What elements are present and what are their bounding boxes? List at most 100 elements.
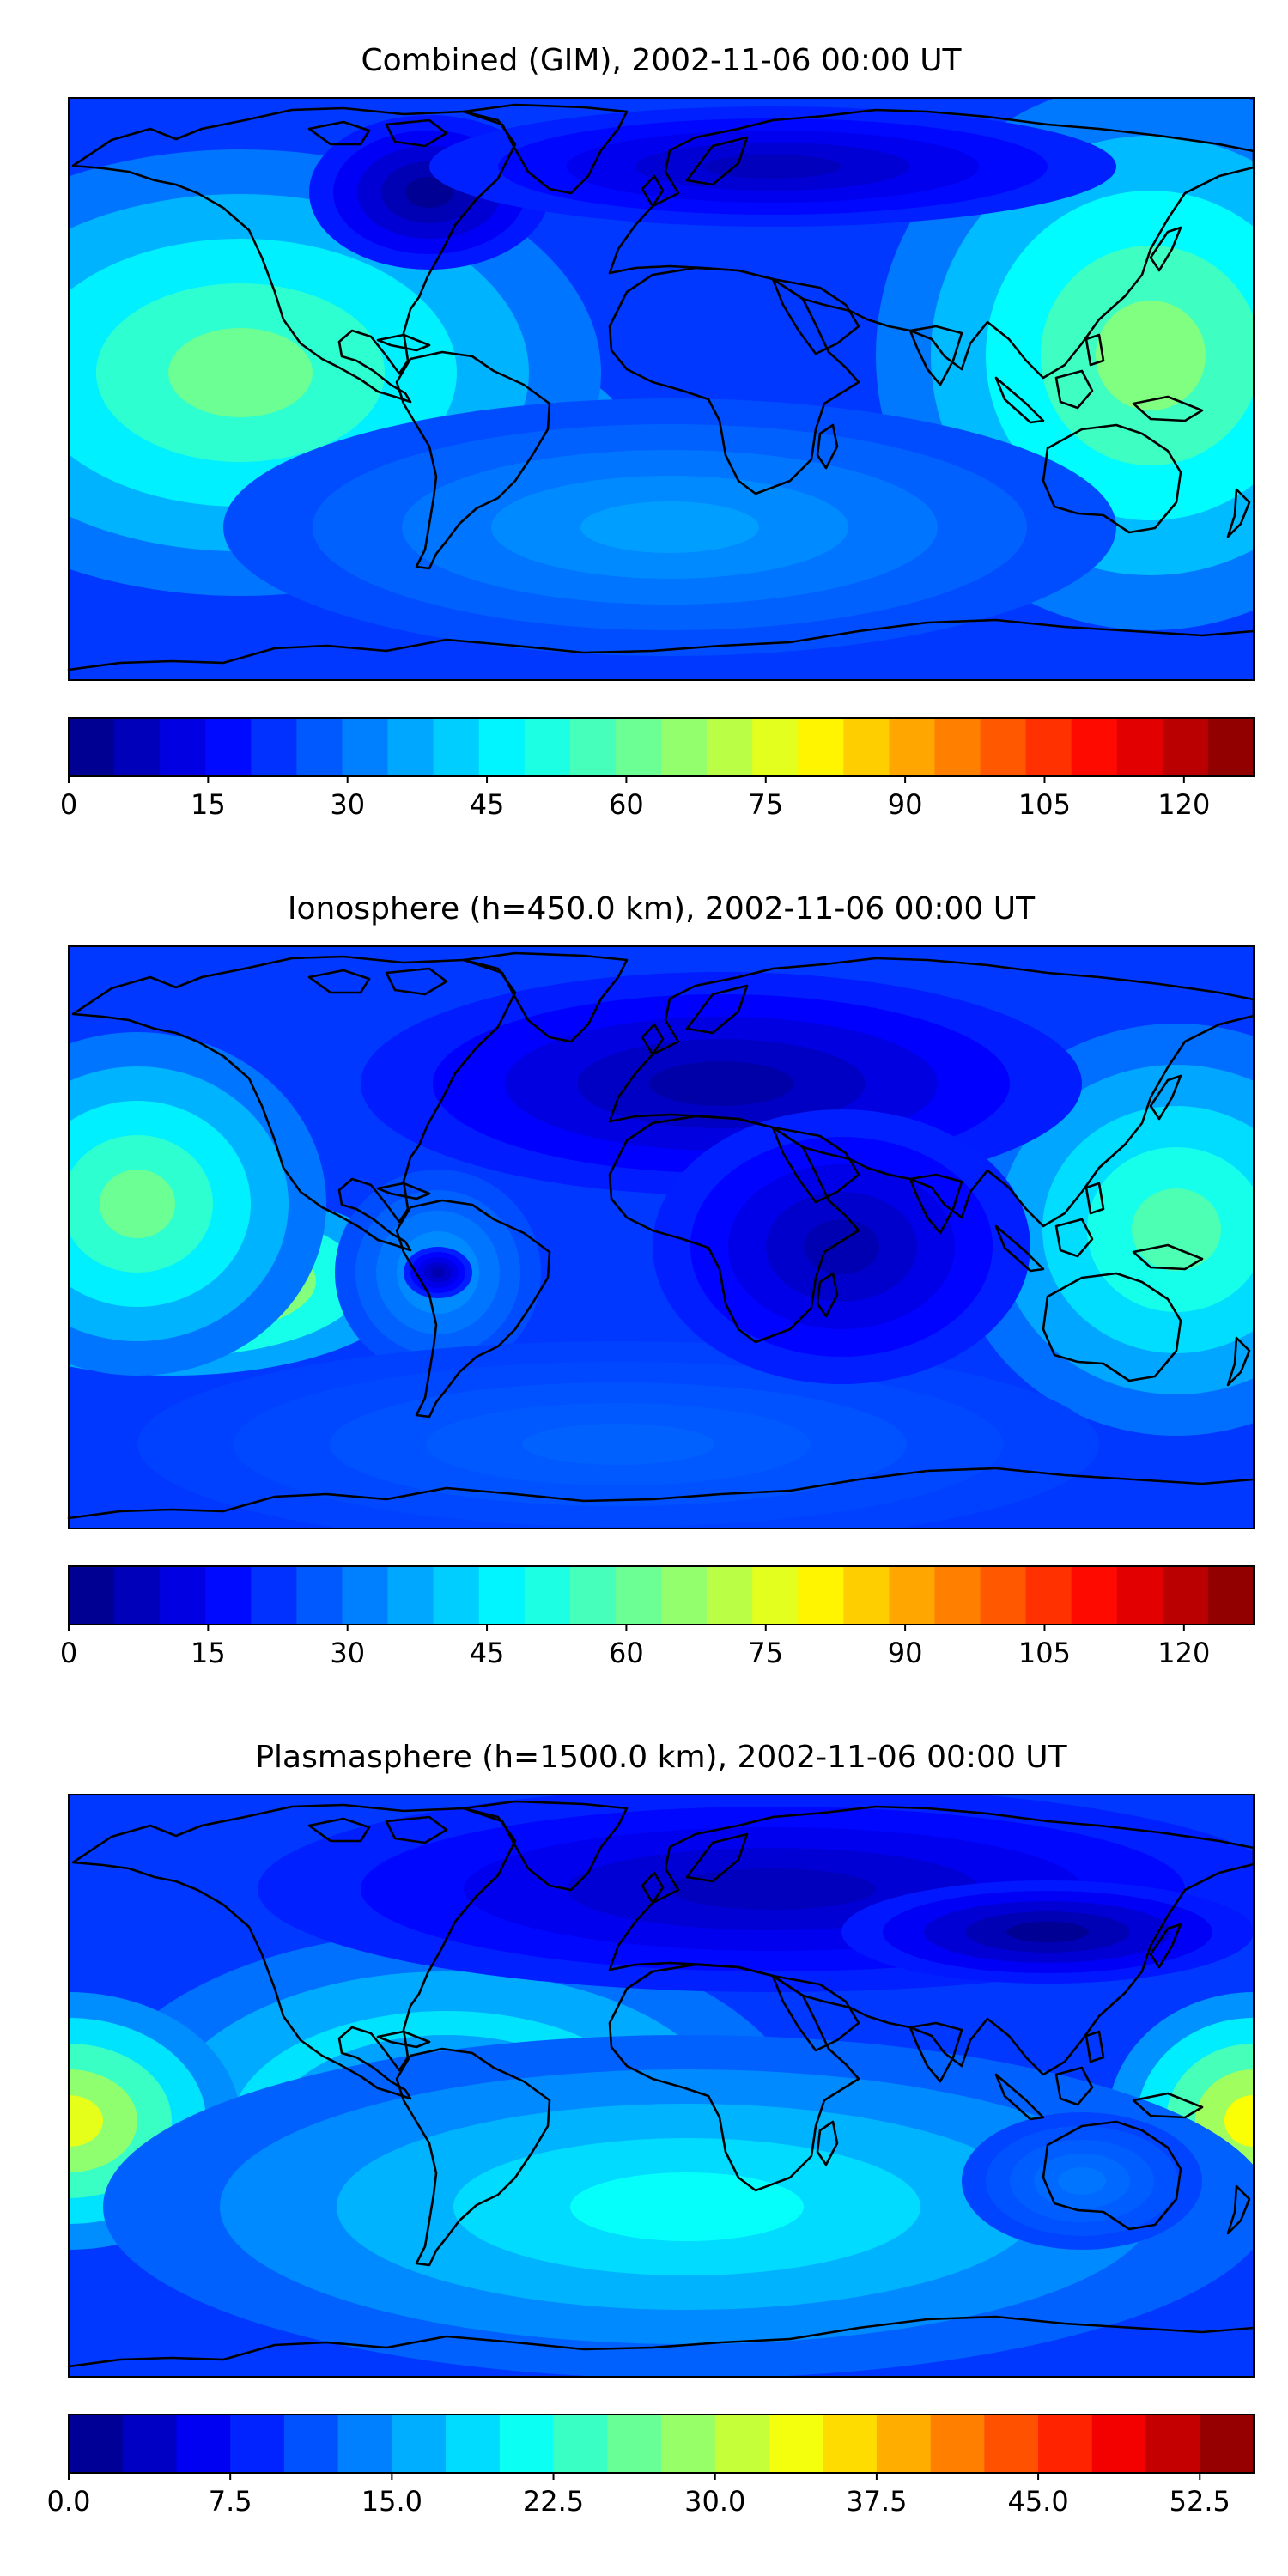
panel-title: Plasmasphere (h=1500.0 km), 2002-11-06 0… xyxy=(255,1740,1067,1775)
colorbar-segment xyxy=(1145,2415,1200,2473)
map-panel-combined: Combined (GIM), 2002-11-06 00:00 UT 0 15 3… xyxy=(60,43,1255,821)
colorbar-tick-label: 15 xyxy=(191,788,226,821)
tec-contour-field xyxy=(69,946,1254,1528)
colorbar-tick-label: 60 xyxy=(609,788,644,821)
map-frame xyxy=(68,945,1255,1529)
colorbar-segment xyxy=(798,1566,844,1625)
colorbar-segment xyxy=(823,2415,878,2473)
contour-level xyxy=(1058,2167,1106,2195)
map-frame xyxy=(68,97,1255,681)
colorbar-segment xyxy=(1071,718,1118,776)
colorbar-segment xyxy=(707,718,753,776)
colorbar-segment xyxy=(984,2415,1039,2473)
colorbar-segment xyxy=(569,1566,617,1625)
colorbar-tick-label: 105 xyxy=(1018,1637,1071,1669)
colorbar-tick-label: 0 xyxy=(60,788,77,821)
contour-level xyxy=(649,1061,793,1106)
colorbar-tick-label: 90 xyxy=(888,1637,923,1669)
map-frame xyxy=(68,1794,1255,2378)
colorbar-tick-label: 22.5 xyxy=(523,2485,584,2518)
tec-contour-field xyxy=(69,1795,1254,2377)
map-panel-plasmasphere: Plasmasphere (h=1500.0 km), 2002-11-06 0… xyxy=(47,1740,1255,2518)
colorbar-segment xyxy=(205,718,252,776)
colorbar-tick-label: 75 xyxy=(748,1637,783,1669)
colorbar-tick-label: 7.5 xyxy=(209,2485,252,2518)
colorbar-segment xyxy=(1207,718,1255,776)
colorbar-tick-label: 45 xyxy=(470,1637,505,1669)
colorbar: 0 15 30 45 60 75 90 105 120 xyxy=(60,717,1255,821)
colorbar-segment xyxy=(296,718,343,776)
colorbar-segment xyxy=(615,1566,662,1625)
colorbar-tick-label: 90 xyxy=(888,788,923,821)
colorbar-segment xyxy=(387,1566,434,1625)
colorbar-tick-label: 30.0 xyxy=(684,2485,745,2518)
colorbar-tick-label: 15.0 xyxy=(361,2485,422,2518)
colorbar-segment xyxy=(934,1566,981,1625)
colorbar-segment xyxy=(176,2415,231,2473)
colorbar-segment xyxy=(1091,2415,1147,2473)
colorbar-segment xyxy=(160,718,206,776)
colorbar-tick-label: 30 xyxy=(330,1637,365,1669)
colorbar-segment xyxy=(342,718,389,776)
colorbar-segment xyxy=(342,1566,389,1625)
colorbar-segment xyxy=(1116,1566,1163,1625)
colorbar-tick-label: 45.0 xyxy=(1007,2485,1068,2518)
colorbar-tick-label: 15 xyxy=(191,1637,226,1669)
colorbar-segment xyxy=(69,1566,115,1625)
contour-level xyxy=(1096,301,1206,410)
colorbar-segment xyxy=(114,1566,161,1625)
colorbar-segment xyxy=(798,718,844,776)
colorbar-segment xyxy=(283,2415,339,2473)
colorbar-segment xyxy=(1162,1566,1209,1625)
panel-title: Ionosphere (h=450.0 km), 2002-11-06 00:0… xyxy=(288,891,1036,927)
colorbar-segment xyxy=(114,718,161,776)
panel-title: Combined (GIM), 2002-11-06 00:00 UT xyxy=(361,43,962,78)
tec-contour-field xyxy=(69,98,1254,680)
colorbar-segment xyxy=(69,718,115,776)
colorbar-segment xyxy=(615,718,662,776)
colorbar-tick-label: 52.5 xyxy=(1170,2485,1230,2518)
colorbar-segment xyxy=(251,718,297,776)
colorbar-segment xyxy=(478,718,526,776)
colorbar-segment xyxy=(230,2415,285,2473)
colorbar-segment xyxy=(1200,2415,1255,2473)
colorbar-segment xyxy=(1116,718,1163,776)
colorbar-segment xyxy=(1025,1566,1072,1625)
colorbar-segment xyxy=(934,718,981,776)
colorbar-segment xyxy=(524,718,571,776)
colorbar-segment xyxy=(337,2415,392,2473)
colorbar-tick-label: 75 xyxy=(748,788,783,821)
colorbar-segment xyxy=(980,718,1027,776)
colorbar-segment xyxy=(524,1566,571,1625)
colorbar-segment xyxy=(752,1566,799,1625)
colorbar-segment xyxy=(714,2415,769,2473)
colorbar-segment xyxy=(980,1566,1027,1625)
colorbar-segment xyxy=(433,718,480,776)
colorbar-segment xyxy=(122,2415,177,2473)
contour-level xyxy=(670,1868,876,1910)
colorbar-segment xyxy=(296,1566,343,1625)
contour-level xyxy=(431,1267,445,1278)
colorbar-segment xyxy=(433,1566,480,1625)
colorbar-segment xyxy=(205,1566,252,1625)
colorbar-segment xyxy=(752,718,799,776)
colorbar-segment xyxy=(607,2415,662,2473)
colorbar-segment xyxy=(1207,1566,1255,1625)
map-panel-ionosphere: Ionosphere (h=450.0 km), 2002-11-06 00:0… xyxy=(60,891,1255,1669)
colorbar-segment xyxy=(889,1566,935,1625)
colorbar-segment xyxy=(1038,2415,1093,2473)
contour-level xyxy=(804,1219,879,1274)
colorbar-segment xyxy=(661,2415,716,2473)
colorbar: 0.0 7.5 15.0 22.5 30.0 37.5 45.0 52.5 xyxy=(47,2414,1255,2518)
colorbar-segment xyxy=(553,2415,608,2473)
colorbar-segment xyxy=(69,2415,124,2473)
colorbar-tick-label: 30 xyxy=(330,788,365,821)
contour-level xyxy=(580,501,759,553)
contour-level xyxy=(1224,2095,1254,2147)
colorbar-tick-label: 120 xyxy=(1157,1637,1210,1669)
colorbar-tick-label: 120 xyxy=(1157,788,1210,821)
colorbar-segment xyxy=(392,2415,447,2473)
contour-level xyxy=(1006,1922,1089,1942)
colorbar-tick-label: 0.0 xyxy=(47,2485,91,2518)
